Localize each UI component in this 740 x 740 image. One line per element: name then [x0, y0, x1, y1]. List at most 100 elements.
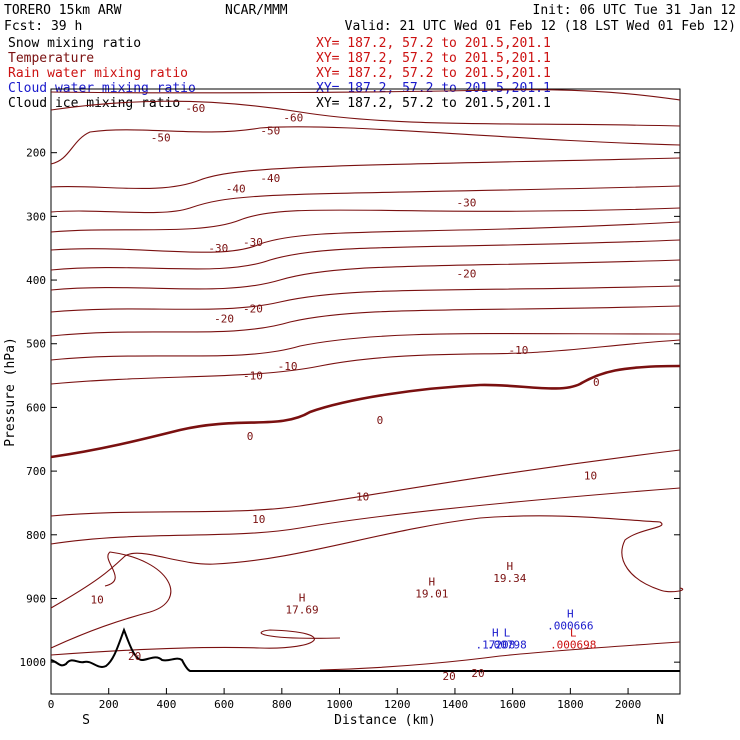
- extremum-marker: L: [570, 627, 577, 640]
- x-tick-label: 0: [48, 698, 55, 711]
- contour-labels: -60-60-50-50-40-40-30-30 -30-20-20-20-10-…: [91, 102, 600, 683]
- x-tick-label: 800: [272, 698, 292, 711]
- x-tick-label: 1600: [499, 698, 526, 711]
- contour-label: -40: [226, 182, 246, 195]
- x-tick-label: 1400: [442, 698, 469, 711]
- x-tick-label: 400: [156, 698, 176, 711]
- y-tick-label: 700: [26, 465, 46, 478]
- contour-label: 10: [356, 491, 369, 504]
- x-axis: 0 200 400 600 800 1000 1200 1400 1600 1800 2000: [48, 688, 642, 711]
- valid-time: Valid: 21 UTC Wed 01 Feb 12 (18 LST Wed …: [345, 19, 736, 34]
- isotherm-minus-10: [50, 305, 681, 337]
- y-tick-label: 1000: [20, 656, 47, 669]
- extrema-markers: H17.69H19.01H19.34H.000666H.17208L.00798…: [285, 560, 596, 652]
- contour-label: -30: [208, 242, 228, 255]
- isotherm-minus-30b: [50, 239, 681, 271]
- y-tick-label: 500: [26, 338, 46, 351]
- isotherm-minus-60: [50, 89, 681, 101]
- freezing-level-contour: [50, 364, 681, 459]
- isotherm-minus-10b: [50, 333, 681, 361]
- extremum-marker: L: [504, 627, 511, 640]
- extremum-value: .000698: [550, 639, 596, 652]
- y-tick-label: 600: [26, 401, 46, 414]
- extremum-marker: H: [567, 608, 574, 621]
- contour-label: -60: [283, 112, 303, 125]
- contour-label: -50: [260, 124, 280, 137]
- contour-label: -40: [260, 172, 280, 185]
- legend-name-snow: Snow mixing ratio: [8, 36, 141, 51]
- extremum-value: .17208: [475, 639, 515, 652]
- contour-label: -30: [243, 236, 263, 249]
- legend-xy-temperature: XY= 187.2, 57.2 to 201.5,201.1: [316, 51, 551, 66]
- temperature-contours: [50, 89, 684, 671]
- contour-label: -10: [243, 370, 263, 383]
- y-tick-label: 400: [26, 274, 46, 287]
- extremum-value: 19.01: [415, 588, 448, 601]
- isotherm-minus-20b: [50, 285, 681, 313]
- y-tick-label: 200: [26, 147, 46, 160]
- start-label: S: [82, 713, 90, 728]
- legend-xy-cloud-ice: XY= 187.2, 57.2 to 201.5,201.1: [316, 96, 551, 111]
- extremum-marker: H: [492, 627, 499, 640]
- extremum-marker: H: [506, 560, 513, 573]
- isotherm-minus-10c: [50, 339, 681, 385]
- contour-label: 0: [377, 414, 384, 427]
- isotherm-plus-20: [50, 629, 341, 656]
- isotherm-minus-50: [50, 126, 681, 165]
- isotherm-minus-40: [50, 185, 681, 214]
- x-tick-label: 200: [99, 698, 119, 711]
- legend-xy-snow: XY= 187.2, 57.2 to 201.5,201.1: [316, 36, 551, 51]
- terrain-outline: [50, 627, 680, 672]
- isotherm-minus-30: [50, 221, 681, 253]
- x-axis-label: Distance (km): [334, 713, 436, 728]
- contour-label: 20: [471, 667, 484, 680]
- isotherm-plus-10: [50, 449, 681, 517]
- plot-frame: [50, 88, 681, 695]
- isotherm-plus-10d: [50, 551, 172, 649]
- contour-label: -10: [508, 344, 528, 357]
- legend: Snow mixing ratio XY= 187.2, 57.2 to 201…: [8, 36, 551, 111]
- legend-xy-rain: XY= 187.2, 57.2 to 201.5,201.1: [316, 66, 551, 81]
- y-tick-label: 900: [26, 592, 46, 605]
- contour-label: 0: [593, 376, 600, 389]
- y-tick-label: 300: [26, 210, 46, 223]
- contour-label: -20: [243, 303, 263, 316]
- x-tick-label: 1800: [557, 698, 584, 711]
- forecast-hour: Fcst: 39 h: [4, 19, 82, 34]
- y-axis-label: Pressure (hPa): [3, 337, 18, 447]
- contour-label: 10: [584, 470, 597, 483]
- legend-name-cloud-ice: Cloud ice mixing ratio: [8, 96, 180, 111]
- contour-label: -20: [214, 312, 234, 325]
- contour-label: 10: [91, 594, 104, 607]
- contour-label: 0: [247, 430, 254, 443]
- isotherm-plus-10b: [50, 487, 681, 545]
- contour-label: -50: [151, 131, 171, 144]
- isotherm-plus-10c: [50, 515, 684, 609]
- contour-label: -30: [457, 196, 477, 209]
- x-tick-label: 1200: [384, 698, 411, 711]
- x-tick-label: 600: [214, 698, 234, 711]
- legend-name-rain: Rain water mixing ratio: [8, 66, 188, 81]
- isotherm-minus-60b: [50, 100, 681, 127]
- extremum-value: .000666: [547, 620, 593, 633]
- isotherm-plus-20b: [319, 641, 681, 671]
- isotherm-minus-40b: [50, 207, 681, 233]
- contour-label: 20: [443, 670, 456, 683]
- isotherm-minus-20: [50, 259, 681, 291]
- contour-label: -10: [278, 360, 298, 373]
- org-title: NCAR/MMM: [225, 3, 288, 18]
- extremum-marker: H: [299, 592, 306, 605]
- x-tick-label: 2000: [615, 698, 642, 711]
- legend-name-temperature: Temperature: [8, 51, 94, 66]
- extremum-value: 19.34: [493, 572, 526, 585]
- model-title: TORERO 15km ARW: [4, 3, 122, 18]
- y-tick-label: 800: [26, 529, 46, 542]
- extremum-value: 17.69: [285, 604, 318, 617]
- contour-label: -60: [185, 102, 205, 115]
- x-tick-label: 1000: [326, 698, 353, 711]
- isotherm-minus-50b: [50, 157, 681, 190]
- end-label: N: [656, 713, 664, 728]
- contour-label: 20: [128, 650, 141, 663]
